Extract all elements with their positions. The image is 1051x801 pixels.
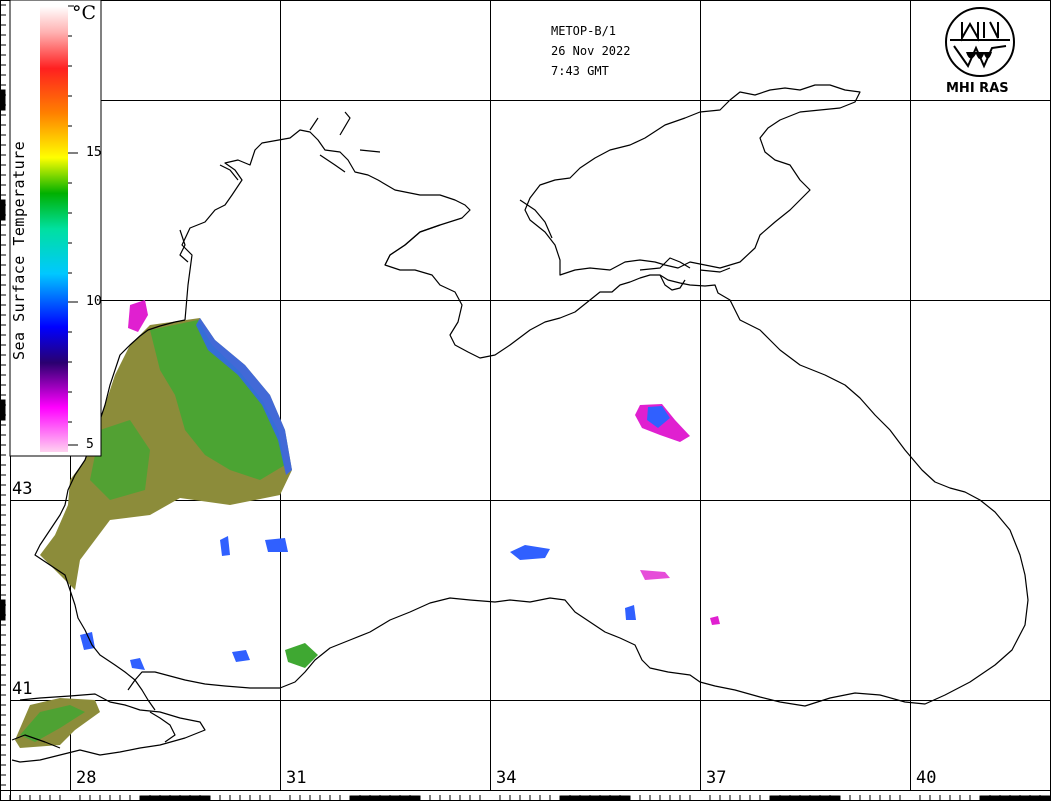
time-label: 7:43 GMT: [551, 64, 609, 78]
sst-patch-green: [150, 320, 285, 480]
satellite-label: METOP-B/1: [551, 24, 617, 38]
coast-west: [34, 319, 186, 681]
lon-label-40: 40: [916, 768, 937, 788]
coast-bosporus: [134, 679, 156, 711]
lat-label-41: 41: [12, 679, 33, 699]
bottom-tick-ruler: [0, 790, 1051, 801]
coastline: [11, 84, 1029, 763]
coast-islands: [639, 257, 731, 273]
legend-panel: [9, 0, 102, 457]
coast-crimea-link: [384, 224, 441, 266]
lat-label-43: 43: [12, 479, 33, 499]
graticule: [10, 0, 1051, 790]
mhi-ras-logo-icon: [945, 7, 1015, 77]
coast-marmara: [11, 693, 206, 763]
legend-tick-10: 10: [86, 294, 102, 309]
coast-azov: [524, 84, 861, 276]
sst-patch-magenta-bosporus: [128, 300, 148, 332]
legend-title: Sea Surface Temperature: [10, 140, 28, 360]
coast-azov-spit: [519, 199, 553, 239]
sst-data-layer: [15, 300, 720, 748]
lon-label-34: 34: [496, 768, 517, 788]
date-label: 26 Nov 2022: [551, 44, 631, 58]
coast-bays: [179, 164, 239, 263]
legend-tick-5: 5: [86, 437, 94, 452]
coast-kerch: [659, 274, 686, 291]
coast-dnieper: [309, 111, 381, 173]
lon-label-31: 31: [286, 768, 307, 788]
legend-unit: °C: [72, 2, 97, 24]
coast-anatolia-w: [149, 711, 176, 743]
coast-west-north: [127, 129, 1029, 707]
coast-marmara-north: [11, 734, 61, 749]
sst-patch-south: [285, 643, 318, 668]
legend-color-bar: [40, 6, 68, 452]
sst-patch-green-2: [90, 420, 150, 500]
left-tick-ruler: [0, 0, 11, 801]
sst-patch-blue-edge: [196, 318, 292, 475]
lon-label-37: 37: [706, 768, 727, 788]
logo-text: MHI RAS: [946, 81, 1009, 96]
legend-tick-15: 15: [86, 145, 102, 160]
lon-label-28: 28: [76, 768, 97, 788]
